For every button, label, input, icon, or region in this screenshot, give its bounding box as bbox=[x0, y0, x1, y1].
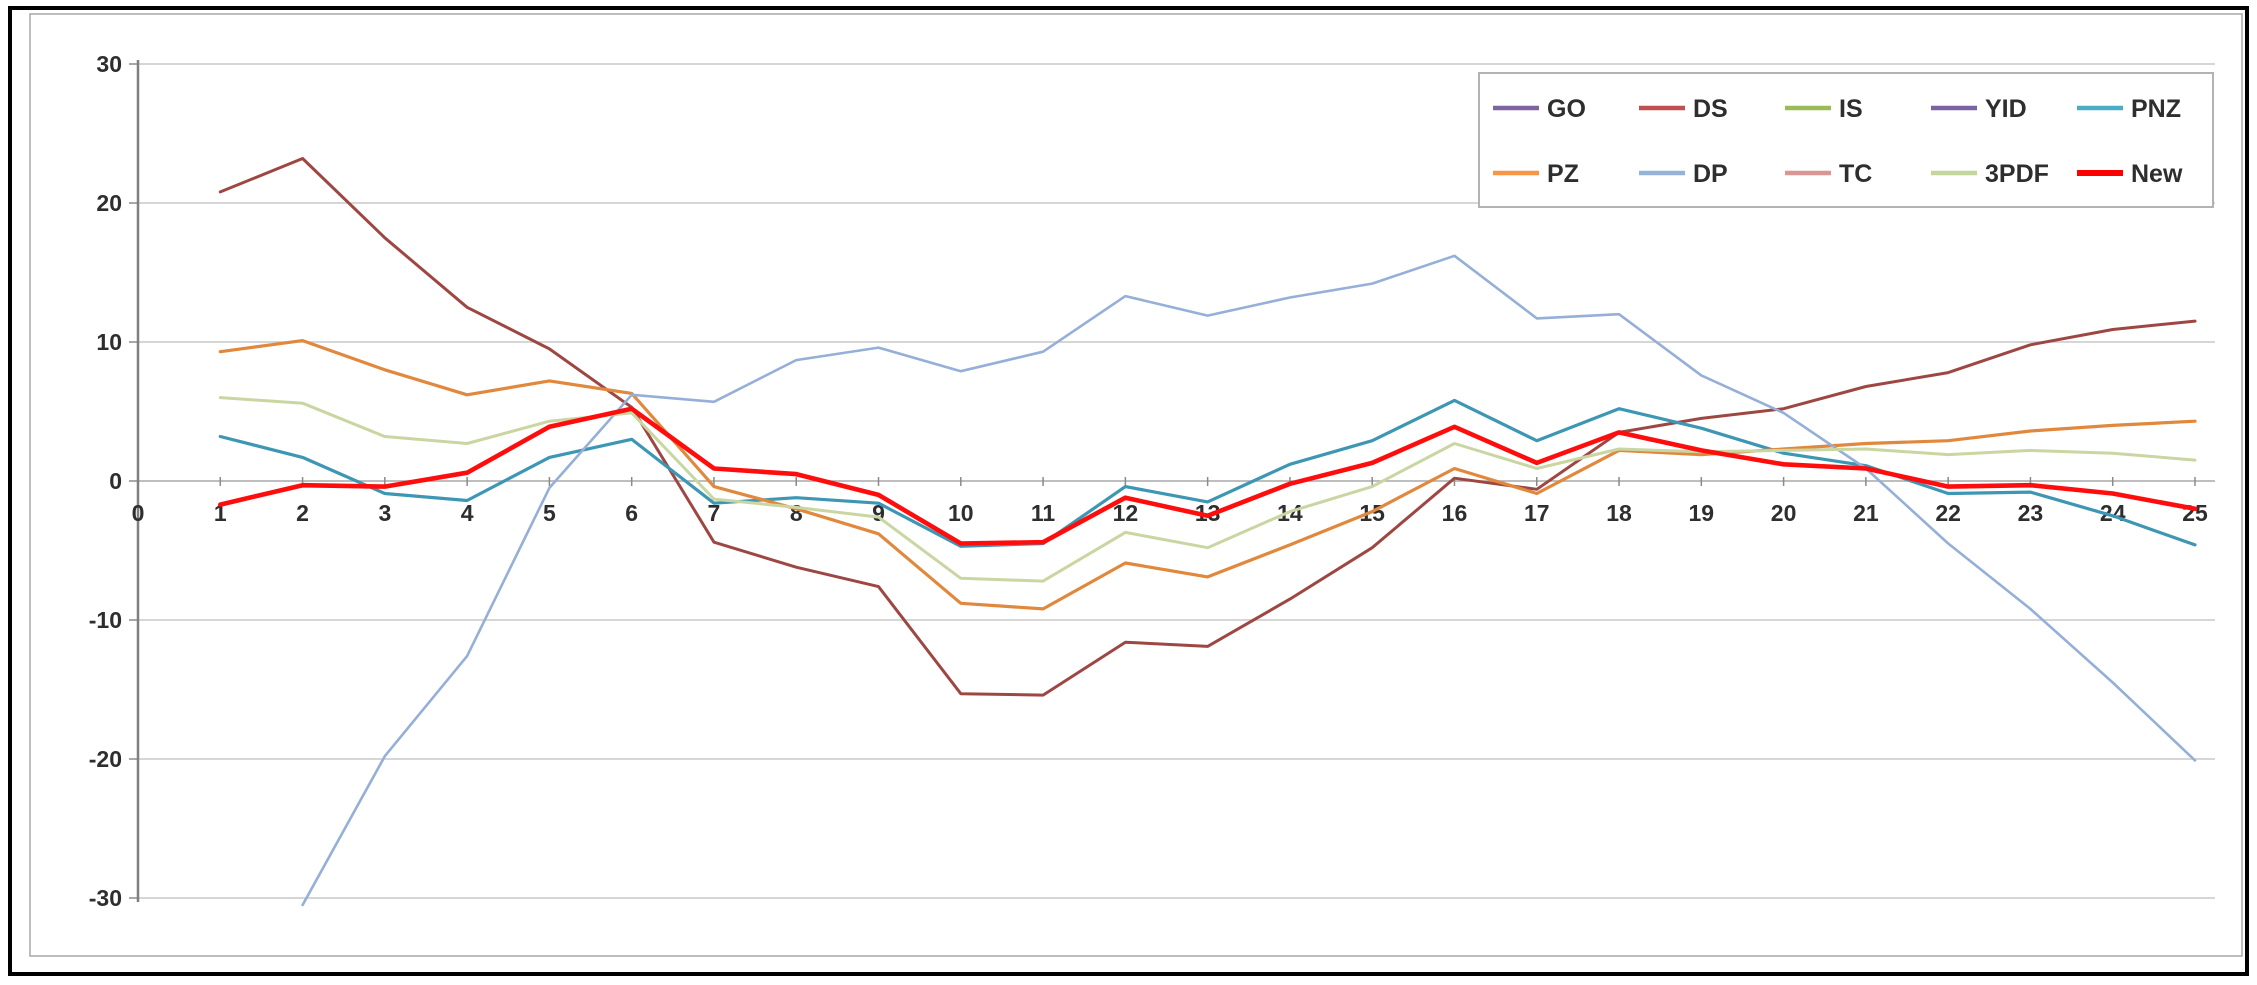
legend-entry-DP: DP bbox=[1639, 160, 1728, 188]
x-tick-label: 8 bbox=[790, 500, 803, 526]
chart-outer-frame bbox=[8, 6, 2249, 976]
series-line-PZ bbox=[218, 339, 2197, 611]
x-tick-label: 2 bbox=[296, 500, 309, 526]
legend-label-DP: DP bbox=[1693, 160, 1728, 188]
series-lines-group bbox=[218, 157, 2198, 907]
y-tick-label: 0 bbox=[109, 468, 122, 494]
x-tick-label: 25 bbox=[2182, 500, 2208, 526]
x-tick-label: 7 bbox=[708, 500, 721, 526]
y-tick-label: -10 bbox=[89, 607, 122, 633]
y-tick-label: 20 bbox=[96, 190, 122, 216]
x-tick-label: 4 bbox=[461, 500, 474, 526]
legend-label-3PDF: 3PDF bbox=[1985, 160, 2049, 188]
legend-label-IS: IS bbox=[1839, 95, 1863, 123]
x-tick-label: 23 bbox=[2018, 500, 2044, 526]
y-tick-label: 30 bbox=[96, 51, 122, 77]
legend-label-TC: TC bbox=[1839, 160, 1872, 188]
series-line-PNZ bbox=[218, 398, 2197, 548]
x-tick-label: 11 bbox=[1031, 500, 1056, 526]
x-tick-label: 20 bbox=[1771, 500, 1797, 526]
legend-entry-IS: IS bbox=[1785, 95, 1863, 123]
legend-entry-DS: DS bbox=[1639, 95, 1728, 123]
legend-label-New: New bbox=[2131, 160, 2183, 188]
series-line-DS bbox=[218, 157, 2197, 697]
x-tick-label: 5 bbox=[543, 500, 556, 526]
legend-label-GO: GO bbox=[1547, 95, 1586, 123]
x-tick-label: 0 bbox=[132, 500, 145, 526]
legend-label-DS: DS bbox=[1693, 95, 1728, 123]
x-tick-label: 6 bbox=[625, 500, 638, 526]
legend-label-YID: YID bbox=[1985, 95, 2027, 123]
x-tick-label: 1 bbox=[214, 500, 227, 526]
y-tick-label: -30 bbox=[89, 885, 122, 911]
legend-entry-TC: TC bbox=[1785, 160, 1872, 188]
x-tick-label: 22 bbox=[1935, 500, 1961, 526]
legend-label-PNZ: PNZ bbox=[2131, 95, 2181, 123]
legend-entry-YID: YID bbox=[1931, 95, 2027, 123]
x-tick-label: 19 bbox=[1689, 500, 1715, 526]
legend-entry-PNZ: PNZ bbox=[2077, 95, 2181, 123]
x-tick-label: 10 bbox=[948, 500, 974, 526]
series-line-3PDF bbox=[218, 396, 2197, 583]
y-tick-label: 10 bbox=[96, 329, 122, 355]
legend-entry-GO: GO bbox=[1493, 95, 1586, 123]
legend-entry-3PDF: 3PDF bbox=[1931, 160, 2049, 188]
legend-box bbox=[1478, 72, 2214, 208]
legend-entry-New: New bbox=[2077, 160, 2183, 188]
y-tick-label: -20 bbox=[89, 746, 122, 772]
legend-entry-PZ: PZ bbox=[1493, 160, 1579, 188]
x-tick-label: 18 bbox=[1606, 500, 1632, 526]
x-tick-label: 17 bbox=[1524, 500, 1550, 526]
x-tick-label: 16 bbox=[1442, 500, 1468, 526]
x-tick-label: 21 bbox=[1853, 500, 1879, 526]
series-line-New bbox=[218, 406, 2198, 546]
x-tick-label: 3 bbox=[378, 500, 391, 526]
legend-label-PZ: PZ bbox=[1547, 160, 1579, 188]
